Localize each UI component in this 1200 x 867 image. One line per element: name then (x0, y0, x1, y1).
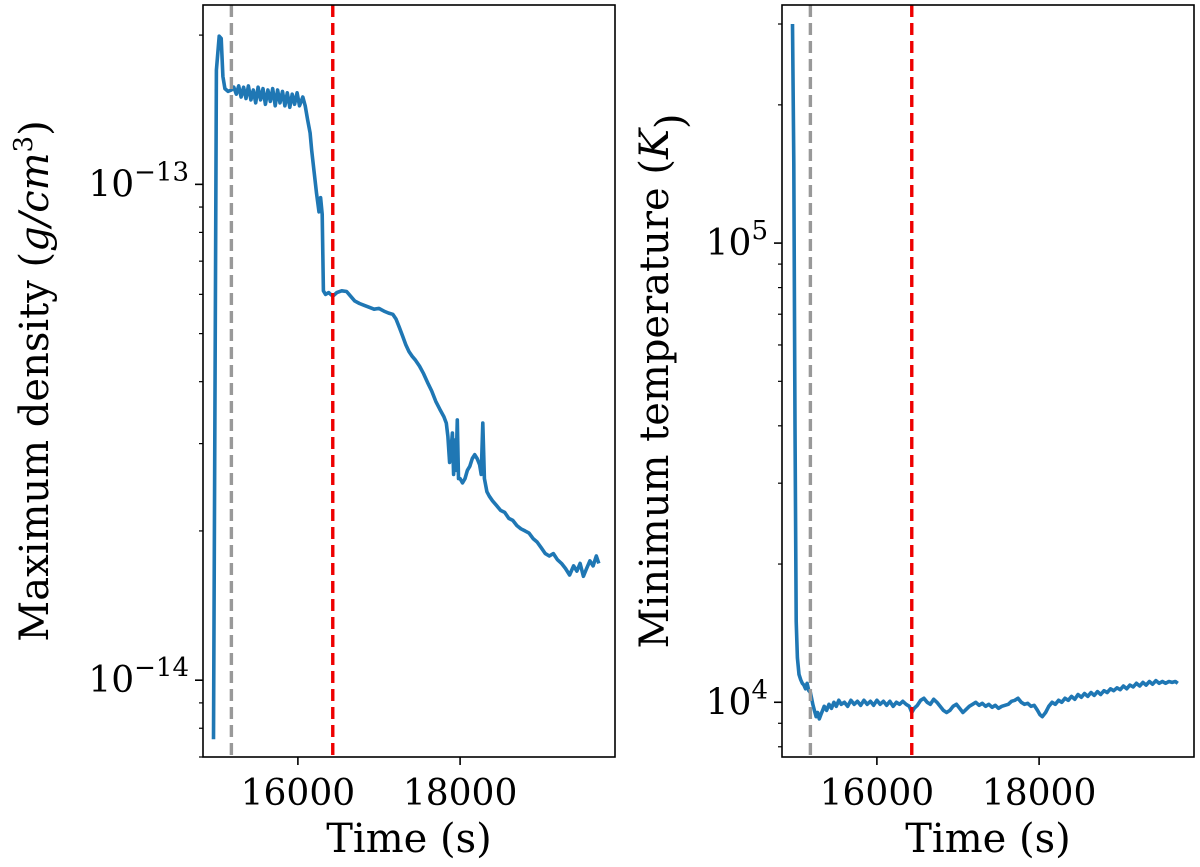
temperature-xtick-label: 16000 (820, 773, 935, 814)
temperature-y-ticks: 105 104 (706, 23, 782, 748)
temperature-x-ticks: 16000 18000 (820, 757, 1097, 814)
temperature-x-axis-label: Time (s) (905, 816, 1071, 862)
temperature-y-axis-label: Minimum temperature (K) (632, 113, 694, 648)
temperature-y-label-text: Minimum temperature ( (632, 159, 678, 649)
density-series-layer (211, 34, 601, 740)
density-y-label-math: g/cm (12, 152, 58, 251)
density-xtick-label: 18000 (403, 773, 518, 814)
density-panel: 16000 18000 10−13 10−14 Time (s) Maximum d… (9, 4, 616, 862)
density-plot-frame (202, 4, 616, 758)
density-ytick-label: 10−13 (88, 157, 189, 205)
density-y-label-exponent: 3 (9, 136, 39, 153)
temperature-line-min-temperature (790, 23, 1179, 721)
density-vlines (229, 5, 335, 757)
density-line-max-density (211, 34, 601, 740)
temperature-xtick-label: 18000 (982, 773, 1097, 814)
density-y-label-close: ) (12, 120, 58, 136)
temperature-plot-frame (781, 4, 1195, 758)
density-y-label-text: Maximum density ( (12, 252, 58, 642)
temperature-series-layer (790, 23, 1179, 721)
temperature-y-label-math: K (632, 127, 678, 160)
temperature-panel: 16000 18000 105 104 Time (s) Minimum tempe… (632, 4, 1195, 862)
density-y-axis-label: Maximum density (g/cm3) (9, 120, 58, 641)
density-x-axis-label: Time (s) (326, 816, 492, 862)
density-ytick-label: 10−14 (88, 653, 189, 701)
temperature-ytick-label: 105 (706, 216, 768, 264)
density-y-ticks: 10−13 10−14 (88, 34, 203, 758)
density-xtick-label: 16000 (241, 773, 356, 814)
temperature-vlines (808, 5, 914, 757)
temperature-ytick-label: 104 (706, 675, 768, 723)
density-x-ticks: 16000 18000 (241, 757, 518, 814)
temperature-y-label-close: ) (648, 113, 694, 129)
